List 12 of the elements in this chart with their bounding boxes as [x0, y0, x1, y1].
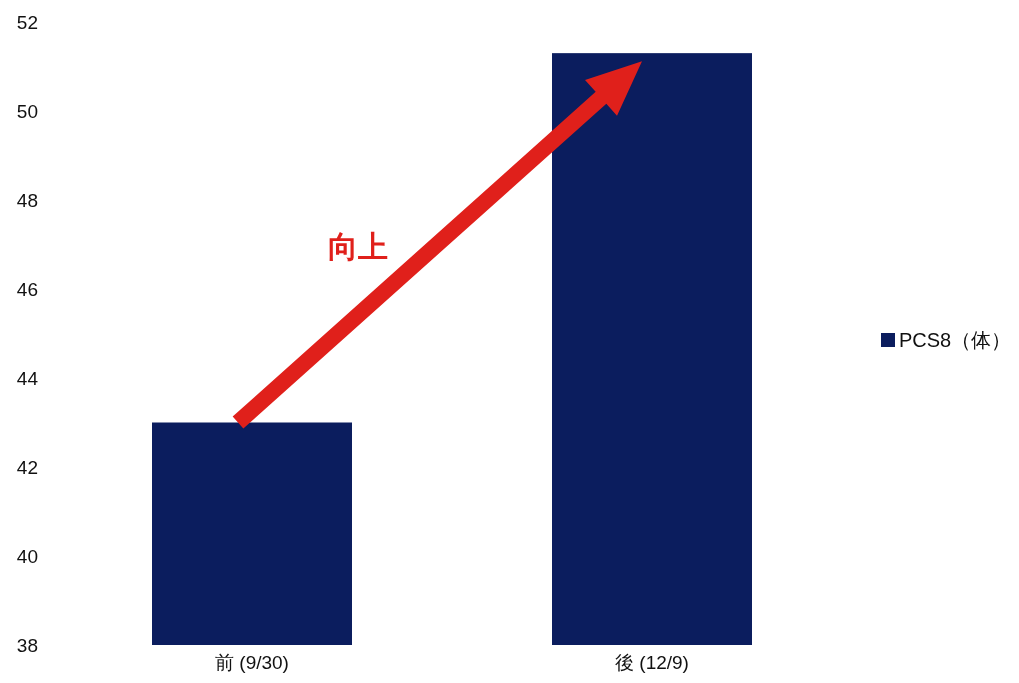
y-tick-label: 48 [16, 189, 38, 211]
y-tick-label: 42 [16, 456, 38, 478]
annotation: 向上 [328, 229, 388, 263]
y-tick-label: 50 [16, 100, 38, 122]
legend-label: PCS8（体） [899, 329, 1012, 351]
y-tick-label: 44 [16, 367, 39, 389]
x-tick-label: 前 (9/30) [215, 652, 289, 673]
y-tick-label: 52 [16, 11, 38, 33]
y-tick-label: 40 [16, 545, 38, 567]
y-tick-label: 38 [16, 634, 38, 656]
y-tick-label: 46 [16, 278, 38, 300]
x-tick-label: 後 (12/9) [615, 652, 689, 673]
